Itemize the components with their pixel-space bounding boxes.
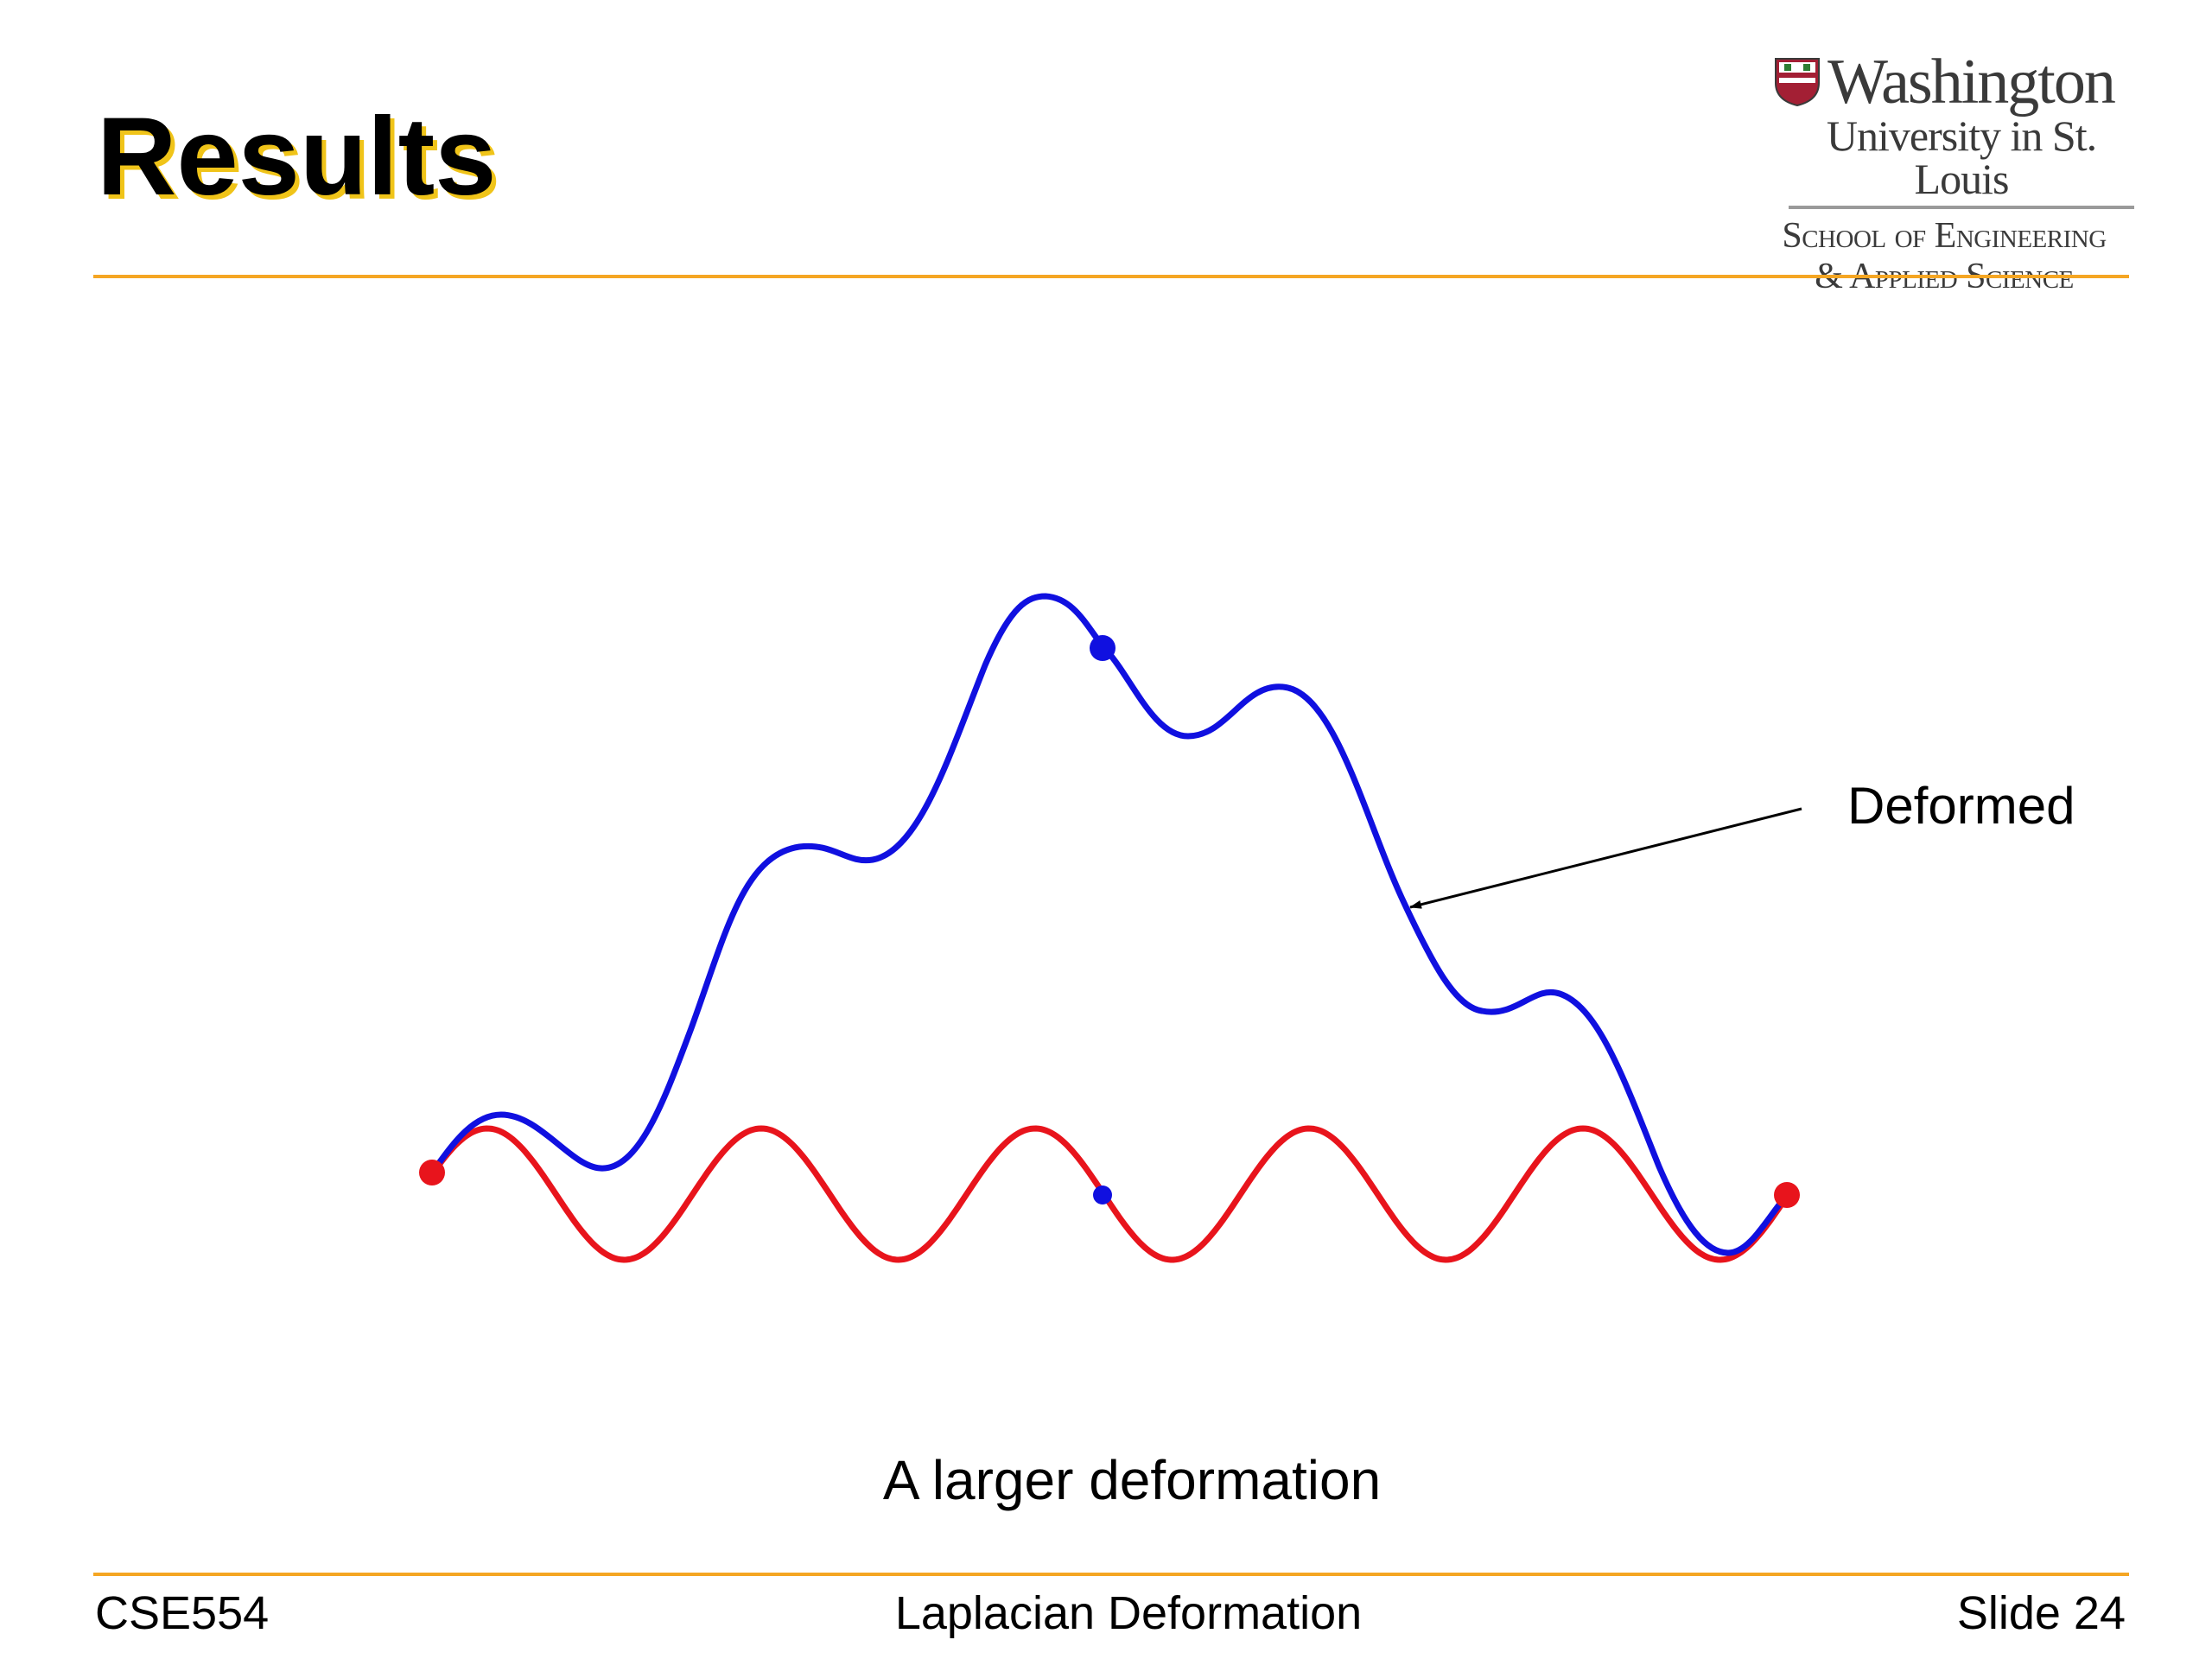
logo-school-line1: School of Engineering — [1782, 216, 2107, 256]
deformed-curve — [429, 593, 1790, 1256]
deformed-annotation: Deformed — [1847, 777, 2075, 835]
footer-divider — [93, 1573, 2129, 1576]
fixed-handle-left — [419, 1160, 445, 1185]
slide-title: Results — [97, 95, 497, 219]
fixed-handle-right — [1774, 1182, 1800, 1208]
original-handle — [1093, 1185, 1112, 1205]
title-divider — [93, 275, 2129, 278]
footer-topic: Laplacian Deformation — [894, 1587, 1363, 1639]
moved-handle — [1090, 635, 1116, 661]
footer-course: CSE554 — [95, 1587, 270, 1639]
logo-name: Washington — [1827, 47, 2116, 118]
logo-subtitle: University in St. Louis — [1789, 114, 2134, 209]
figure-caption: A larger deformation — [882, 1449, 1382, 1511]
annotation-arrow — [1409, 807, 1802, 909]
university-logo: Washington University in St. Louis Schoo… — [1754, 47, 2134, 296]
footer-slide-number: Slide 24 — [1956, 1587, 2126, 1639]
shield-icon — [1775, 58, 1821, 107]
